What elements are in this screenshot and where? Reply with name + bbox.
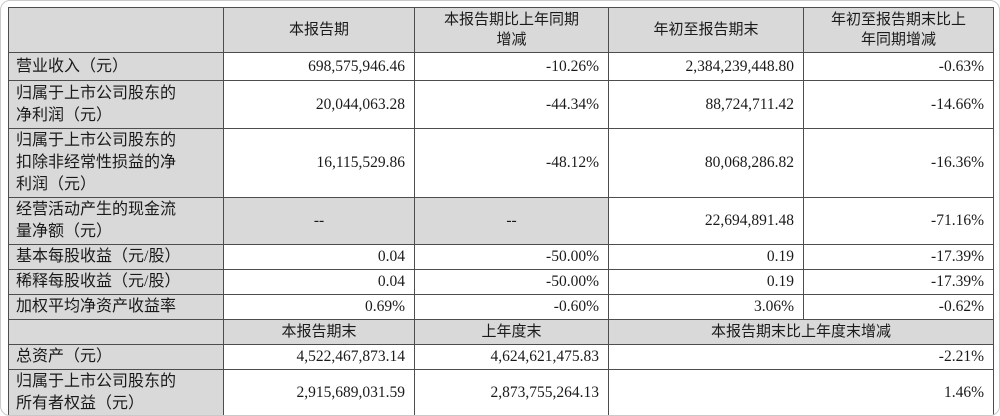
table-row: 加权平均净资产收益率 0.69% -0.60% 3.06% -0.62% <box>8 294 994 320</box>
value-cell: 698,575,946.46 <box>223 52 415 81</box>
header-cell: 本报告期末比上年度末增减 <box>608 319 994 345</box>
table-row: 经营活动产生的现金流 量净额（元） -- -- 22,694,891.48 -7… <box>8 197 994 245</box>
value-cell: -14.66% <box>803 80 994 129</box>
table-row: 基本每股收益（元/股） 0.04 -50.00% 0.19 -17.39% <box>8 244 994 270</box>
table-row: 归属于上市公司股东的 所有者权益（元） 2,915,689,031.59 2,8… <box>8 369 994 415</box>
financial-summary-table: 本报告期 本报告期比上年同期 增减 年初至报告期末 年初至报告期末比上 年同期增… <box>8 7 994 415</box>
value-cell: -16.36% <box>803 128 994 198</box>
row-label: 经营活动产生的现金流 量净额（元） <box>8 197 224 245</box>
value-cell: 20,044,063.28 <box>223 80 415 129</box>
value-cell: 0.19 <box>608 269 804 295</box>
value-cell: -0.60% <box>414 294 609 320</box>
value-cell: -0.62% <box>803 294 994 320</box>
table-row: 营业收入（元） 698,575,946.46 -10.26% 2,384,239… <box>8 52 994 81</box>
header-cell: 上年度末 <box>414 319 609 345</box>
row-label: 基本每股收益（元/股） <box>8 244 224 270</box>
row-label: 总资产（元） <box>8 344 224 370</box>
header-cell: 本报告期 <box>223 7 415 53</box>
value-cell: -2.21% <box>608 344 994 370</box>
value-cell: 0.69% <box>223 294 415 320</box>
value-cell: 0.19 <box>608 244 804 270</box>
row-label: 归属于上市公司股东的 净利润（元） <box>8 80 224 129</box>
value-cell: 88,724,711.42 <box>608 80 804 129</box>
value-cell: -10.26% <box>414 52 609 81</box>
value-cell: 2,873,755,264.13 <box>414 369 609 415</box>
row-label: 归属于上市公司股东的 所有者权益（元） <box>8 369 224 415</box>
row-label: 营业收入（元） <box>8 52 224 81</box>
value-cell: 22,694,891.48 <box>608 197 804 245</box>
row-label: 加权平均净资产收益率 <box>8 294 224 320</box>
value-cell: -0.63% <box>803 52 994 81</box>
value-cell: 0.04 <box>223 269 415 295</box>
value-cell: 4,522,467,873.14 <box>223 344 415 370</box>
section2-header-row: 本报告期末 上年度末 本报告期末比上年度末增减 <box>8 319 994 345</box>
corner-cell <box>8 7 224 53</box>
value-cell: -50.00% <box>414 269 609 295</box>
table-row: 归属于上市公司股东的 扣除非经常性损益的净 利润（元） 16,115,529.8… <box>8 128 994 198</box>
value-cell: 2,384,239,448.80 <box>608 52 804 81</box>
header-cell: 年初至报告期末比上 年同期增减 <box>803 7 994 53</box>
header-cell: 年初至报告期末 <box>608 7 804 53</box>
value-cell: 3.06% <box>608 294 804 320</box>
table-row: 归属于上市公司股东的 净利润（元） 20,044,063.28 -44.34% … <box>8 80 994 129</box>
section1-header-row: 本报告期 本报告期比上年同期 增减 年初至报告期末 年初至报告期末比上 年同期增… <box>8 7 994 53</box>
value-cell: 2,915,689,031.59 <box>223 369 415 415</box>
value-cell: -17.39% <box>803 244 994 270</box>
row-label: 归属于上市公司股东的 扣除非经常性损益的净 利润（元） <box>8 128 224 198</box>
value-cell: -44.34% <box>414 80 609 129</box>
value-cell: 0.04 <box>223 244 415 270</box>
value-cell: 4,624,621,475.83 <box>414 344 609 370</box>
not-applicable-cell: -- <box>223 197 415 245</box>
not-applicable-cell: -- <box>414 197 609 245</box>
value-cell: -48.12% <box>414 128 609 198</box>
value-cell: -50.00% <box>414 244 609 270</box>
header-cell: 本报告期比上年同期 增减 <box>414 7 609 53</box>
row-label: 稀释每股收益（元/股） <box>8 269 224 295</box>
value-cell: -71.16% <box>803 197 994 245</box>
value-cell: -17.39% <box>803 269 994 295</box>
header-cell: 本报告期末 <box>223 319 415 345</box>
corner-cell <box>8 319 224 345</box>
value-cell: 80,068,286.82 <box>608 128 804 198</box>
value-cell: 16,115,529.86 <box>223 128 415 198</box>
table-row: 稀释每股收益（元/股） 0.04 -50.00% 0.19 -17.39% <box>8 269 994 295</box>
table-row: 总资产（元） 4,522,467,873.14 4,624,621,475.83… <box>8 344 994 370</box>
value-cell: 1.46% <box>608 369 994 415</box>
